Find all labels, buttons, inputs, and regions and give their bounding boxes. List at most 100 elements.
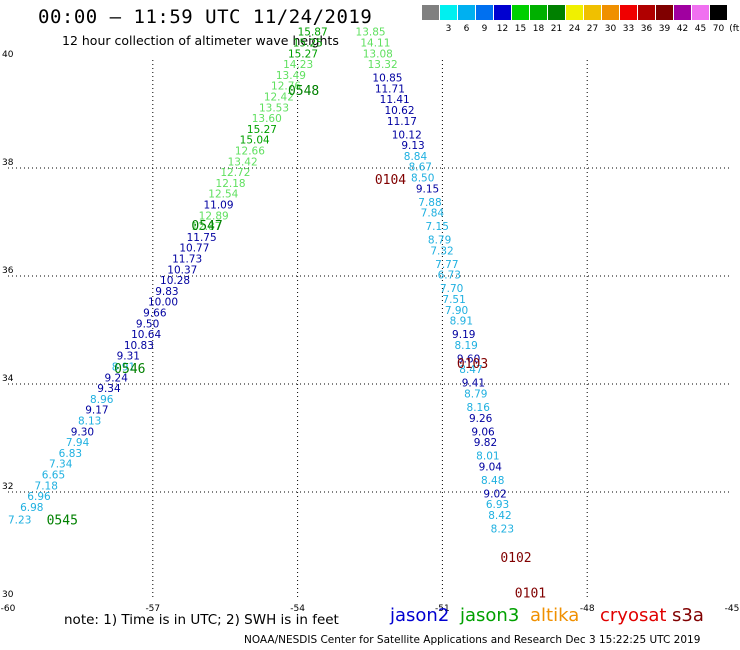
wave-height-value: 12.42 bbox=[264, 92, 294, 104]
wave-height-value: 7.32 bbox=[430, 245, 453, 257]
legend-label: 9 bbox=[481, 24, 488, 34]
wave-height-value: 7.34 bbox=[49, 459, 73, 471]
wave-height-value: 12.54 bbox=[208, 189, 238, 201]
wave-height-value: 13.32 bbox=[368, 59, 398, 71]
wave-height-value: 9.41 bbox=[462, 378, 485, 390]
legend-swatch bbox=[674, 5, 691, 20]
pass-time-label: 0102 bbox=[500, 551, 531, 566]
legend-label: 12 bbox=[496, 24, 509, 34]
legend-label: 36 bbox=[640, 24, 653, 34]
legend-swatch bbox=[458, 5, 475, 20]
wave-height-value: 9.06 bbox=[471, 426, 495, 438]
x-tick-label: -45 bbox=[725, 604, 740, 614]
wave-height-value: 9.82 bbox=[474, 437, 497, 449]
wave-height-value: 7.90 bbox=[445, 305, 468, 317]
wave-height-value: 9.26 bbox=[469, 413, 493, 425]
wave-height-value: 6.98 bbox=[20, 502, 43, 514]
wave-height-value: 7.15 bbox=[426, 221, 449, 233]
legend-label: 45 bbox=[694, 24, 707, 34]
legend-swatch bbox=[710, 5, 727, 20]
legend-swatch bbox=[692, 5, 709, 20]
x-tick-label: -57 bbox=[145, 604, 160, 614]
legend-label: 30 bbox=[604, 24, 617, 34]
wave-height-value: 10.37 bbox=[167, 264, 197, 276]
wave-height-value: 6.73 bbox=[438, 270, 461, 282]
wave-height-value: 8.96 bbox=[90, 394, 114, 406]
wave-height-value: 13.08 bbox=[363, 48, 393, 60]
pass-time-label: 0545 bbox=[47, 513, 78, 528]
satellite-altika: altika bbox=[530, 605, 580, 626]
legend-label: 15 bbox=[514, 24, 527, 34]
legend-swatch bbox=[494, 5, 511, 20]
wave-height-value: 12.18 bbox=[216, 178, 246, 190]
wave-height-value: 14.23 bbox=[283, 59, 313, 71]
legend-unit-label: (ft) bbox=[729, 24, 740, 34]
wave-height-value: 13.85 bbox=[356, 27, 386, 39]
wave-height-value: 8.91 bbox=[450, 316, 473, 328]
wave-height-value: 15.27 bbox=[247, 124, 277, 136]
wave-height-value: 10.77 bbox=[179, 243, 209, 255]
legend-label: 24 bbox=[568, 24, 581, 34]
wave-height-value: 10.12 bbox=[392, 129, 422, 141]
pass-time-label: 0103 bbox=[457, 357, 488, 372]
wave-height-value: 12.76 bbox=[271, 81, 301, 93]
wave-height-value: 9.50 bbox=[136, 318, 159, 330]
wave-height-value: 7.18 bbox=[35, 480, 58, 492]
legend-swatch bbox=[440, 5, 457, 20]
wave-height-value: 9.02 bbox=[483, 488, 506, 500]
wave-height-value: 15.87 bbox=[298, 27, 328, 39]
wave-height-value: 8.48 bbox=[481, 475, 504, 487]
wave-height-value: 9.83 bbox=[155, 286, 178, 298]
legend-swatch bbox=[566, 5, 583, 20]
wave-height-value: 8.79 bbox=[428, 235, 451, 247]
credits-footer: NOAA/NESDIS Center for Satellite Applica… bbox=[244, 634, 701, 646]
wave-height-value: 12.66 bbox=[235, 146, 265, 158]
legend-label: 33 bbox=[622, 24, 635, 34]
wave-height-value: 9.17 bbox=[85, 405, 108, 417]
footnote: note: 1) Time is in UTC; 2) SWH is in fe… bbox=[64, 612, 339, 628]
legend-label: 3 bbox=[445, 24, 452, 34]
wave-height-value: 8.91 bbox=[112, 362, 135, 374]
pass-time-label: 0547 bbox=[191, 219, 222, 234]
wave-height-value: 7.84 bbox=[421, 208, 445, 220]
legend-swatch bbox=[530, 5, 547, 20]
legend-swatch bbox=[620, 5, 637, 20]
wave-height-value: 13.49 bbox=[276, 70, 306, 82]
wave-height-value: 9.04 bbox=[479, 461, 503, 473]
y-tick-label: 34 bbox=[2, 374, 14, 384]
wave-height-value: 8.79 bbox=[464, 389, 487, 401]
wave-height-value: 10.00 bbox=[148, 297, 178, 309]
wave-height-value: 8.19 bbox=[454, 340, 477, 352]
y-tick-label: 30 bbox=[2, 590, 14, 600]
wave-height-value: 8.47 bbox=[459, 364, 482, 376]
wave-height-value: 6.96 bbox=[27, 491, 51, 503]
y-tick-label: 36 bbox=[2, 266, 14, 276]
wave-height-value: 7.77 bbox=[435, 259, 458, 271]
legend-label: 18 bbox=[532, 24, 545, 34]
legend-label: 70 bbox=[712, 24, 725, 34]
wave-height-value: 12.87 bbox=[191, 221, 221, 233]
satellite-cryosat: cryosat bbox=[600, 605, 667, 626]
x-tick-label: -51 bbox=[435, 604, 450, 614]
wave-height-value: 8.16 bbox=[467, 402, 491, 414]
wave-height-value: 11.09 bbox=[203, 200, 233, 212]
wave-height-value: 9.13 bbox=[401, 140, 424, 152]
page-title: 00:00 – 11:59 UTC 11/24/2019 bbox=[38, 6, 373, 28]
wave-height-value: 9.66 bbox=[143, 308, 167, 320]
wave-height-value: 11.41 bbox=[380, 94, 410, 106]
wave-height-value: 11.75 bbox=[187, 232, 217, 244]
legend-swatch bbox=[602, 5, 619, 20]
legend-swatch bbox=[656, 5, 673, 20]
wave-height-value: 10.64 bbox=[131, 329, 161, 341]
satellite-jason2: jason2 bbox=[390, 605, 450, 626]
legend-swatch bbox=[512, 5, 529, 20]
wave-height-value: 7.88 bbox=[418, 197, 441, 209]
legend-swatch bbox=[638, 5, 655, 20]
legend-swatch bbox=[422, 5, 439, 20]
x-tick-label: -60 bbox=[1, 604, 16, 614]
legend-label: 27 bbox=[586, 24, 599, 34]
legend-swatch bbox=[476, 5, 493, 20]
wave-height-value: 8.01 bbox=[476, 451, 499, 463]
